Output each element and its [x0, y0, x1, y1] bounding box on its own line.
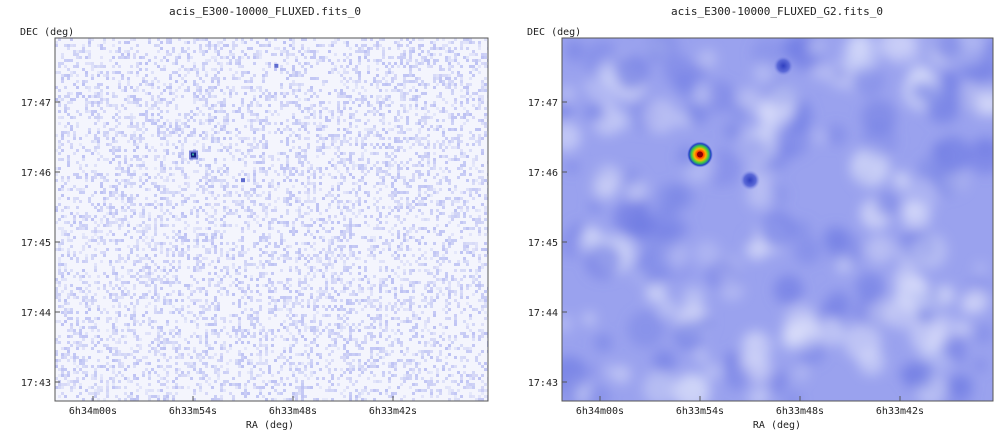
y-axis-label: DEC (deg) — [527, 27, 581, 38]
y-tick-label: 17:45 — [528, 238, 558, 249]
source-3 — [241, 178, 245, 183]
y-tick-label: 17:45 — [21, 238, 51, 249]
x-tick-label: 6h33m54s — [676, 406, 724, 417]
source-2 — [274, 63, 279, 68]
source-2 — [773, 55, 794, 76]
x-tick-label: 6h34m00s — [576, 406, 624, 417]
tick-labels: 6h34m00s 6h33m54s 6h33m48s 6h33m42s 17:47 17:… — [21, 98, 417, 417]
y-tick-label: 17:44 — [528, 308, 558, 319]
image-layer — [55, 38, 488, 401]
source-1 — [189, 150, 198, 160]
chart-title: acis_E300-10000_FLUXED.fits_0 — [169, 5, 361, 18]
plot-area — [54, 37, 489, 402]
source-1 — [687, 141, 713, 168]
x-tick-label: 6h33m54s — [169, 406, 217, 417]
y-tick-label: 17:43 — [528, 378, 558, 389]
tick-labels: 6h34m00s 6h33m54s 6h33m48s 6h33m42s 17:47 17:… — [528, 98, 924, 417]
x-axis-label: RA (deg) — [753, 420, 801, 431]
plot-area — [561, 37, 994, 402]
noise-pixels — [55, 38, 488, 401]
y-tick-label: 17:46 — [21, 168, 51, 179]
y-tick-label: 17:47 — [528, 98, 558, 109]
y-tick-label: 17:44 — [21, 308, 51, 319]
x-tick-label: 6h33m42s — [876, 406, 924, 417]
y-axis-label: DEC (deg) — [20, 27, 74, 38]
panel-right: acis_E300-10000_FLUXED_G2.fits_0 DEC (de… — [527, 5, 994, 431]
y-tick-label: 17:46 — [528, 168, 558, 179]
smoothed-field — [562, 38, 993, 401]
x-tick-label: 6h34m00s — [69, 406, 117, 417]
x-axis-label: RA (deg) — [246, 420, 294, 431]
image-background — [55, 38, 488, 401]
y-tick-label: 17:43 — [21, 378, 51, 389]
source-3 — [740, 170, 760, 191]
plot-frame — [54, 37, 489, 402]
x-tick-label: 6h33m48s — [776, 406, 824, 417]
chart-title: acis_E300-10000_FLUXED_G2.fits_0 — [671, 5, 883, 18]
panel-left: acis_E300-10000_FLUXED.fits_0 DEC (deg) … — [20, 5, 489, 431]
image-layer — [562, 38, 993, 401]
y-tick-label: 17:47 — [21, 98, 51, 109]
plot-frame — [561, 37, 994, 402]
x-tick-label: 6h33m42s — [369, 406, 417, 417]
x-tick-label: 6h33m48s — [269, 406, 317, 417]
